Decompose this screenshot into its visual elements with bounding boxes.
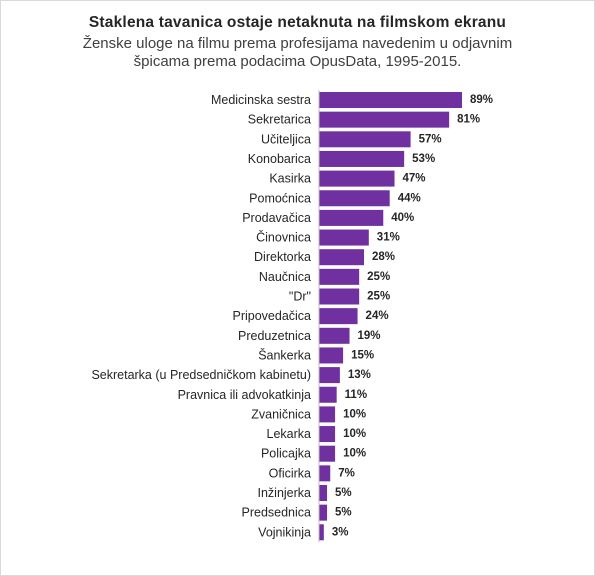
bar — [319, 150, 405, 167]
bar — [319, 92, 462, 108]
category-label: Učiteljica — [261, 132, 311, 146]
value-label: 10% — [343, 408, 366, 420]
bar — [319, 111, 450, 128]
bar — [319, 524, 324, 541]
value-label: 24% — [366, 310, 389, 322]
category-label: Pravnica ili advokatkinja — [178, 388, 311, 402]
value-label: 47% — [403, 173, 426, 185]
value-label: 7% — [338, 467, 355, 479]
value-label: 31% — [377, 232, 400, 244]
bar — [319, 426, 336, 443]
chart-subtitle-line-1: Ženske uloge na filmu prema profesijama … — [82, 35, 513, 52]
bar — [319, 367, 340, 384]
value-label: 28% — [372, 251, 395, 263]
value-label: 10% — [343, 428, 366, 440]
value-label: 40% — [391, 212, 414, 224]
bar — [319, 268, 360, 285]
category-label: Prodavačica — [242, 211, 311, 225]
value-label: 44% — [398, 192, 421, 204]
value-label: 5% — [335, 487, 352, 499]
bar — [319, 190, 390, 207]
bar — [319, 445, 336, 462]
bar — [319, 131, 411, 148]
value-label: 25% — [367, 271, 390, 283]
bar — [319, 386, 337, 403]
category-label: Sekretarica — [248, 113, 311, 127]
category-label: Kasirka — [269, 172, 311, 186]
bar — [319, 406, 336, 423]
category-label: Činovnica — [256, 230, 311, 245]
chart-title: Staklena tavanica ostaje netaknuta na fi… — [88, 14, 507, 31]
bar — [319, 209, 384, 226]
bars-group: Medicinska sestra 89% Sekretarica 81% Učitel… — [91, 92, 493, 541]
value-label: 25% — [367, 291, 390, 303]
value-label: 13% — [348, 369, 371, 381]
category-label: Naučnica — [259, 270, 311, 284]
category-label: "Dr" — [289, 290, 311, 304]
category-label: Direktorka — [254, 250, 311, 264]
bar — [319, 347, 344, 364]
category-label: Pomoćnica — [249, 191, 311, 205]
category-label: Preduzetnica — [238, 329, 311, 343]
bar — [319, 485, 328, 501]
value-label: 10% — [343, 448, 366, 460]
category-label: Lekarka — [267, 427, 312, 441]
bar — [319, 465, 331, 482]
bar — [319, 308, 358, 325]
value-label: 53% — [412, 153, 435, 165]
category-label: Pripovedačica — [232, 309, 311, 323]
value-label: 15% — [351, 349, 374, 361]
bar — [319, 170, 395, 187]
value-label: 89% — [470, 94, 493, 106]
bar — [319, 504, 328, 521]
value-label: 3% — [332, 526, 349, 538]
bar — [319, 249, 364, 266]
category-label: Konobarica — [248, 152, 311, 166]
category-label: Policajka — [261, 447, 311, 461]
value-label: 5% — [335, 507, 352, 519]
bar — [319, 229, 369, 246]
category-label: Inžinjerka — [258, 486, 312, 500]
value-label: 19% — [358, 330, 381, 342]
value-label: 81% — [457, 114, 480, 126]
value-label: 11% — [345, 389, 367, 401]
category-label: Sekretarka (u Predsedničkom kabinetu) — [91, 368, 311, 382]
bar — [319, 288, 360, 305]
category-label: Zvaničnica — [251, 407, 311, 421]
category-label: Medicinska sestra — [211, 93, 311, 107]
chart-subtitle-line-2: špicama prema podacima OpusData, 1995-20… — [133, 53, 462, 70]
category-label: Oficirka — [269, 466, 311, 480]
category-label: Šankerka — [258, 347, 311, 362]
category-label: Predsednica — [242, 506, 312, 520]
value-label: 57% — [419, 133, 442, 145]
bar — [319, 327, 350, 344]
category-label: Vojnikinja — [258, 525, 311, 539]
